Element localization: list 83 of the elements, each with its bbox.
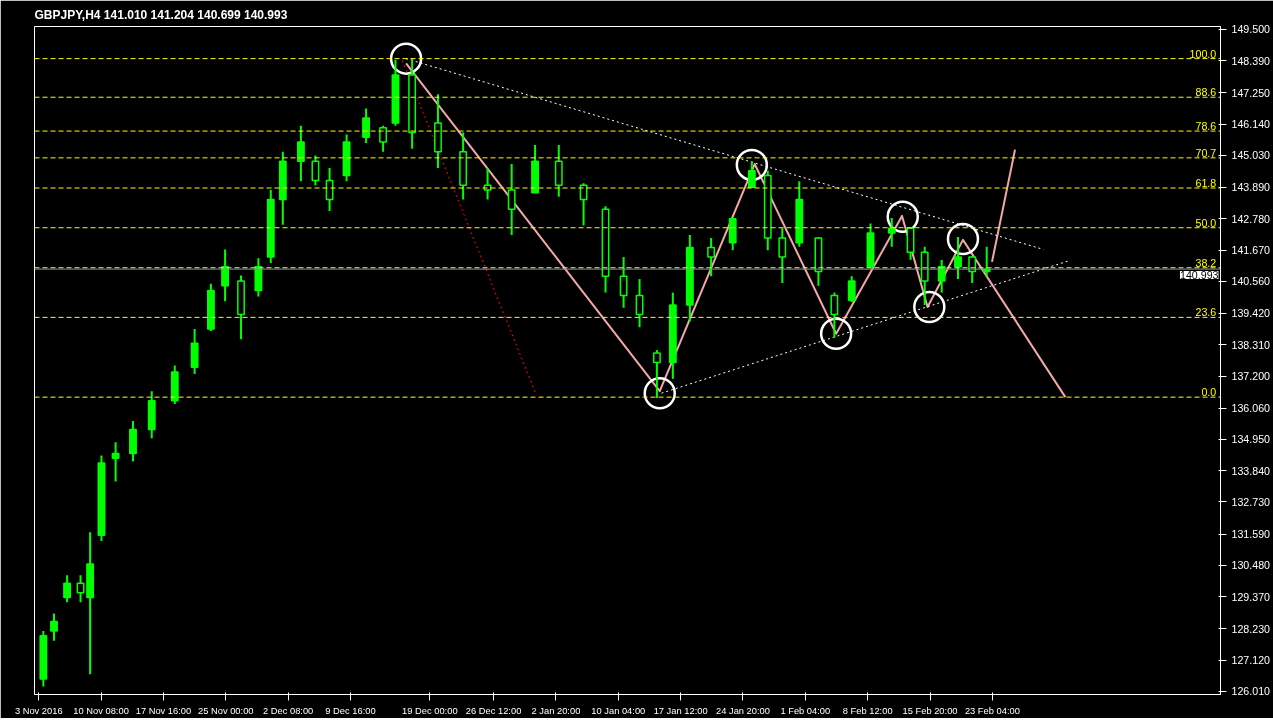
candlestick [554,143,563,198]
y-tick-label: 147.250 [1231,86,1271,99]
point [946,222,980,256]
candlestick [50,612,58,642]
candlestick [707,236,716,278]
y-tick-label: 140.560 [1231,275,1271,288]
x-tick-label: 17 Nov 16:00 [135,705,192,716]
x-tick-label: 26 Dec 12:00 [465,705,522,716]
x-tick-label: 10 Jan 04:00 [591,705,646,716]
y-tick-label: 129.370 [1231,590,1271,603]
y-tick-label: 146.140 [1231,118,1271,131]
y-tick-label: 134.950 [1231,433,1271,446]
x-tick-label: 25 Nov 00:00 [198,705,254,716]
y-tick-label: 139.420 [1231,307,1271,320]
candlestick [254,257,263,298]
candlestick [362,107,371,144]
candlestick [954,236,962,281]
candlestick [830,291,839,339]
point [735,148,769,182]
y-tick-label: 131.590 [1231,528,1271,541]
x-tick-label: 2 Jan 20:00 [531,705,581,716]
y-tick-label: 127.120 [1231,654,1271,667]
point [913,290,946,324]
y-tick-label: 137.200 [1231,370,1271,382]
y-tick-label: 143.890 [1231,181,1271,194]
y-tick-label: 128.230 [1231,622,1271,635]
candlestick [379,124,388,153]
candlestick [190,327,199,376]
candlestick [887,216,896,248]
y-tick-label: 126.010 [1231,685,1271,698]
annotation: 0.0 [1201,386,1217,399]
point [886,200,919,233]
annotation: 38.2 [1195,256,1217,269]
chart-title: GBPJPY,H4 141.010 141.204 140.699 140.993 [34,7,288,22]
candlestick [847,275,856,304]
x-tick-label: 17 Jan 12:00 [653,705,708,716]
x-tick-label: 2 Dec 08:00 [262,705,314,716]
candlestick [579,182,588,227]
line-series [405,62,1067,399]
annotation: 100.0 [1189,47,1217,60]
candlestick [63,574,72,604]
x-tick-label: 15 Feb 20:00 [902,705,958,716]
x-tick-label: 1 Feb 04:00 [780,705,831,716]
point [819,317,853,350]
y-tick-label: 133.840 [1231,464,1271,477]
annotation: 23.6 [1195,306,1217,319]
annotation: 61.8 [1195,177,1217,189]
x-tick-label: 8 Feb 12:00 [842,705,893,716]
y-tick-label: 136.060 [1231,402,1271,415]
ref-line-label: 140.993 [1179,269,1219,282]
annotation: 88.6 [1195,86,1217,99]
y-tick-label: 130.480 [1231,559,1271,572]
x-tick-label: 10 Nov 08:00 [73,705,129,716]
annotation: 50.0 [1195,216,1217,229]
point [643,376,676,410]
y-tick-label: 141.670 [1231,244,1271,257]
candlestick [652,349,661,399]
y-tick-label: 132.730 [1231,495,1271,508]
y-tick-label: 148.390 [1231,54,1271,67]
x-tick-label: 24 Jan 20:00 [716,705,770,716]
candlestick [619,256,628,309]
candlestick [728,217,737,252]
candlestick [221,248,230,303]
candlestick [296,124,305,183]
x-tick-label: 9 Dec 16:00 [325,705,376,716]
annotation: 70.7 [1195,146,1217,159]
candlestick [311,154,320,187]
y-tick-label: 142.780 [1231,212,1271,225]
candlestick [778,227,787,284]
y-tick-label: 149.500 [1231,23,1271,36]
x-tick-label: 19 Dec 00:00 [402,705,458,716]
candlestick [507,163,516,237]
candlestick [483,166,492,201]
y-tick-label: 138.310 [1231,338,1271,351]
candlestick [747,160,756,189]
annotation: 78.6 [1195,120,1217,133]
x-tick-label: 23 Feb 04:00 [964,705,1020,716]
candlestick [325,166,334,213]
x-tick-label: 3 Nov 2016 [14,705,63,716]
candlestick [76,574,85,604]
y-tick-label: 145.030 [1231,149,1271,162]
candlestick [111,441,120,483]
candlestick [129,420,137,463]
